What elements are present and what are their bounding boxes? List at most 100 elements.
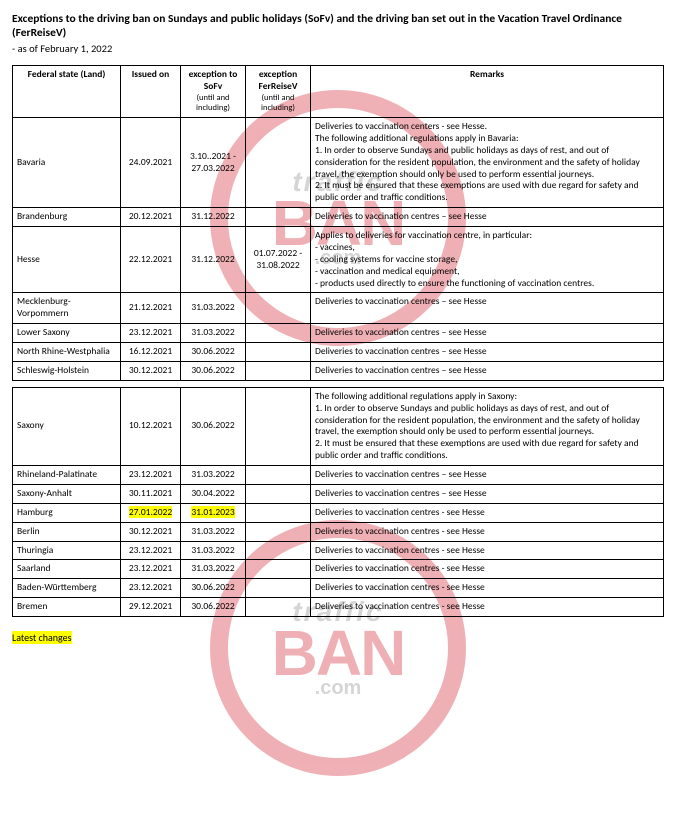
cell-sofv: 31.01.2023 xyxy=(181,503,246,522)
cell-issued: 23.12.2021 xyxy=(121,324,181,343)
cell-remarks: Deliveries to vaccination centres - see … xyxy=(311,560,664,579)
cell-issued: 23.12.2021 xyxy=(121,541,181,560)
cell-state: Mecklenburg-Vorpommern xyxy=(13,293,121,324)
cell-sofv: 30.06.2022 xyxy=(181,598,246,617)
table-row: Hesse22.12.202131.12.202201.07.2022 - 31… xyxy=(13,227,664,293)
cell-fer: 01.07.2022 - 31.08.2022 xyxy=(246,227,311,293)
cell-fer xyxy=(246,484,311,503)
cell-issued: 22.12.2021 xyxy=(121,227,181,293)
table-header-row: Federal state (Land) Issued on exception… xyxy=(13,66,664,118)
cell-state: Saxony xyxy=(13,387,121,465)
table-row: Saxony-Anhalt30.11.202130.04.2022Deliver… xyxy=(13,484,664,503)
cell-fer xyxy=(246,293,311,324)
cell-fer xyxy=(246,466,311,485)
cell-state: Thuringia xyxy=(13,541,121,560)
cell-remarks: Deliveries to vaccination centres - see … xyxy=(311,598,664,617)
cell-sofv: 31.03.2022 xyxy=(181,560,246,579)
cell-sofv: 31.03.2022 xyxy=(181,466,246,485)
cell-fer xyxy=(246,541,311,560)
table-row: Brandenburg20.12.202131.12.2022 Deliverie… xyxy=(13,208,664,227)
cell-remarks: Deliveries to vaccination centres - see … xyxy=(311,541,664,560)
cell-state: Rhineland-Palatinate xyxy=(13,466,121,485)
cell-remarks: Deliveries to vaccination centers - see … xyxy=(311,118,664,208)
cell-issued: 21.12.2021 xyxy=(121,293,181,324)
cell-issued: 23.12.2021 xyxy=(121,466,181,485)
cell-sofv: 30.06.2022 xyxy=(181,579,246,598)
table-row: Hamburg27.01.202231.01.2023 Deliveries to… xyxy=(13,503,664,522)
cell-issued: 23.12.2021 xyxy=(121,560,181,579)
table-row: Rhineland-Palatinate23.12.202131.03.2022… xyxy=(13,466,664,485)
cell-state: Saxony-Anhalt xyxy=(13,484,121,503)
cell-fer xyxy=(246,387,311,465)
cell-remarks: Deliveries to vaccination centres – see … xyxy=(311,293,664,324)
cell-issued: 16.12.2021 xyxy=(121,343,181,362)
cell-sofv: 30.06.2022 xyxy=(181,387,246,465)
cell-fer xyxy=(246,560,311,579)
cell-state: Schleswig-Holstein xyxy=(13,361,121,380)
cell-remarks: Deliveries to vaccination centres – see … xyxy=(311,466,664,485)
cell-remarks: Deliveries to vaccination centres – see … xyxy=(311,343,664,362)
cell-sofv: 30.06.2022 xyxy=(181,343,246,362)
exceptions-table-1: Federal state (Land) Issued on exception… xyxy=(12,65,664,381)
col-sofv: exception to SoFv(until and including) xyxy=(181,66,246,118)
table-row: Schleswig-Holstein30.12.202130.06.2022 De… xyxy=(13,361,664,380)
table-row: Berlin30.12.202131.03.2022 Deliveries to … xyxy=(13,522,664,541)
cell-state: Lower Saxony xyxy=(13,324,121,343)
cell-issued: 23.12.2021 xyxy=(121,579,181,598)
cell-issued: 30.12.2021 xyxy=(121,522,181,541)
cell-fer xyxy=(246,343,311,362)
page-title: Exceptions to the driving ban on Sundays… xyxy=(12,12,664,40)
cell-sofv: 31.03.2022 xyxy=(181,541,246,560)
cell-remarks: Deliveries to vaccination centres - see … xyxy=(311,579,664,598)
cell-sofv: 31.03.2022 xyxy=(181,293,246,324)
cell-sofv: 30.04.2022 xyxy=(181,484,246,503)
cell-state: Berlin xyxy=(13,522,121,541)
cell-issued: 30.12.2021 xyxy=(121,361,181,380)
cell-remarks: Deliveries to vaccination centres - see … xyxy=(311,522,664,541)
cell-fer xyxy=(246,522,311,541)
cell-fer xyxy=(246,579,311,598)
table-row: Saxony10.12.202130.06.2022The following … xyxy=(13,387,664,465)
cell-issued: 20.12.2021 xyxy=(121,208,181,227)
table-row: Bremen29.12.202130.06.2022 Deliveries to … xyxy=(13,598,664,617)
cell-sofv: 31.12.2022 xyxy=(181,208,246,227)
table-row: Bavaria24.09.20213.10..2021 - 27.03.2022… xyxy=(13,118,664,208)
cell-issued: 27.01.2022 xyxy=(121,503,181,522)
col-remarks: Remarks xyxy=(311,66,664,118)
col-fer: exception FerReiseV(until and including) xyxy=(246,66,311,118)
cell-remarks: Applies to deliveries for vaccination ce… xyxy=(311,227,664,293)
cell-state: Bremen xyxy=(13,598,121,617)
cell-state: North Rhine-Westphalia xyxy=(13,343,121,362)
table-row: Baden-Württemberg23.12.202130.06.2022 Del… xyxy=(13,579,664,598)
cell-issued: 10.12.2021 xyxy=(121,387,181,465)
cell-state: Hesse xyxy=(13,227,121,293)
cell-state: Hamburg xyxy=(13,503,121,522)
cell-state: Saarland xyxy=(13,560,121,579)
table-row: Saarland23.12.202131.03.2022 Deliveries t… xyxy=(13,560,664,579)
cell-remarks: Deliveries to vaccination centres – see … xyxy=(311,361,664,380)
table-row: Mecklenburg-Vorpommern21.12.202131.03.20… xyxy=(13,293,664,324)
cell-sofv: 31.03.2022 xyxy=(181,522,246,541)
footer: Latest changes xyxy=(12,631,664,644)
cell-fer xyxy=(246,208,311,227)
cell-remarks: Deliveries to vaccination centres – see … xyxy=(311,324,664,343)
cell-fer xyxy=(246,324,311,343)
cell-issued: 29.12.2021 xyxy=(121,598,181,617)
latest-changes-label: Latest changes xyxy=(12,631,72,644)
cell-remarks: Deliveries to vaccination centres – see … xyxy=(311,208,664,227)
table-row: Thuringia23.12.202131.03.2022 Deliveries … xyxy=(13,541,664,560)
cell-issued: 24.09.2021 xyxy=(121,118,181,208)
table-row: Lower Saxony23.12.202131.03.2022Deliveri… xyxy=(13,324,664,343)
cell-sofv: 31.12.2022 xyxy=(181,227,246,293)
cell-state: Brandenburg xyxy=(13,208,121,227)
page-subtitle: - as of February 1, 2022 xyxy=(12,42,664,55)
cell-issued: 30.11.2021 xyxy=(121,484,181,503)
cell-sofv: 3.10..2021 - 27.03.2022 xyxy=(181,118,246,208)
cell-remarks: Deliveries to vaccination centres - see … xyxy=(311,503,664,522)
table-row: North Rhine-Westphalia16.12.202130.06.20… xyxy=(13,343,664,362)
exceptions-table-2: Saxony10.12.202130.06.2022The following … xyxy=(12,387,664,617)
cell-state: Baden-Württemberg xyxy=(13,579,121,598)
cell-sofv: 30.06.2022 xyxy=(181,361,246,380)
cell-fer xyxy=(246,118,311,208)
cell-fer xyxy=(246,598,311,617)
